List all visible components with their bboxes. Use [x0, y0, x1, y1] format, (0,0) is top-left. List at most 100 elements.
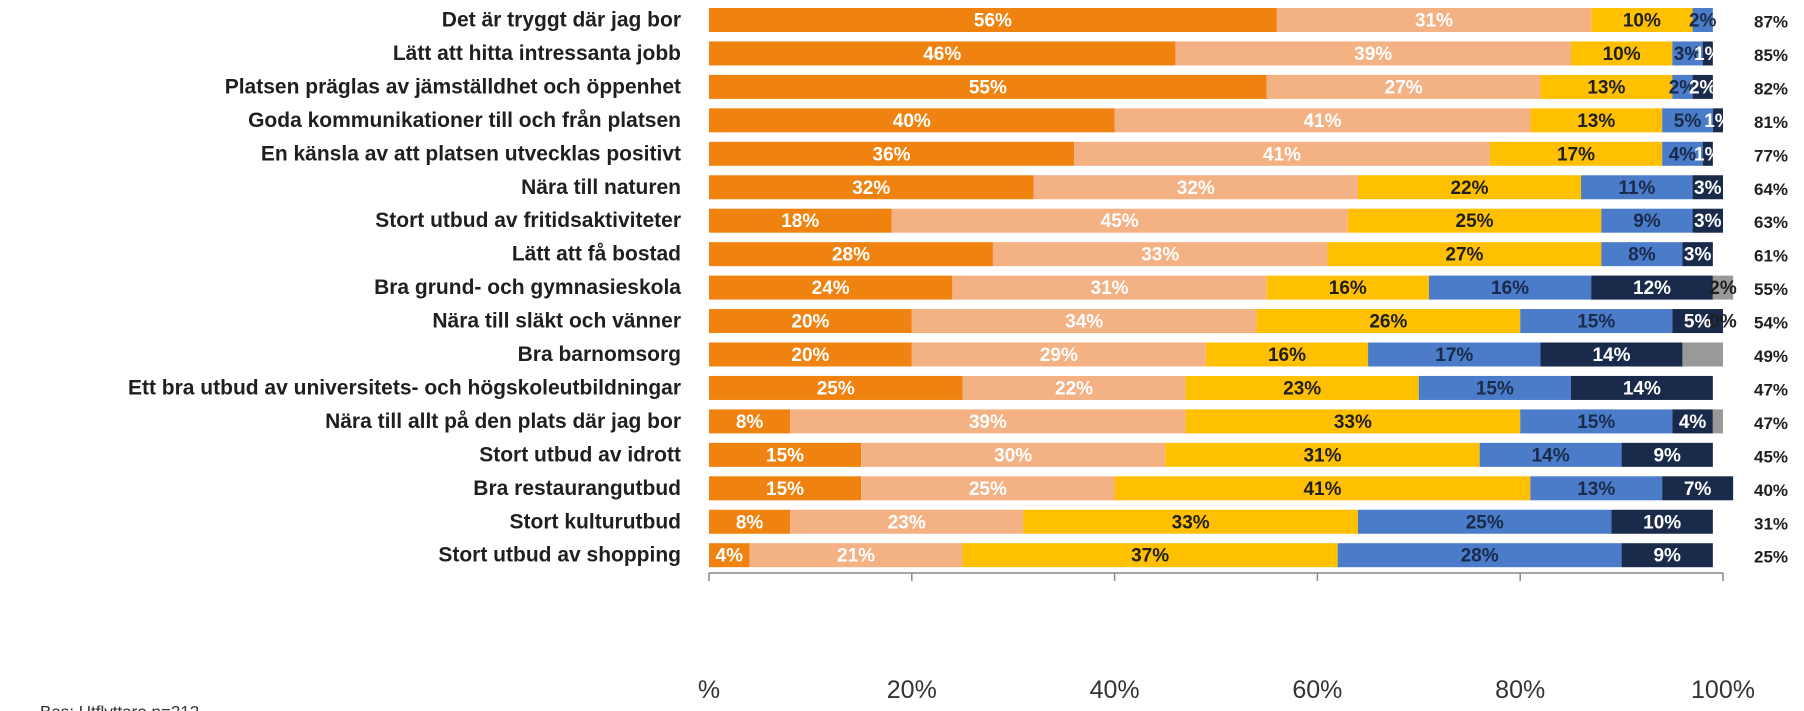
data-label: 21%: [837, 546, 875, 567]
data-label: 8%: [1628, 245, 1656, 266]
bar-segment: [1611, 509, 1713, 534]
data-label: 22%: [1055, 378, 1093, 399]
data-label: 25%: [1466, 512, 1504, 533]
bar-segment: [1418, 375, 1571, 400]
bar-segment: [1368, 342, 1541, 367]
data-label: 31%: [1091, 278, 1129, 299]
category-label: Stort utbud av idrott: [479, 443, 681, 466]
bar-segment: [1581, 175, 1693, 200]
data-label: 32%: [852, 178, 890, 199]
data-label: 14%: [1532, 445, 1570, 466]
data-label: 34%: [1065, 312, 1103, 333]
category-label: Platsen präglas av jämställdhet och öppe…: [225, 75, 681, 98]
data-label: 3%: [1694, 211, 1722, 232]
data-label: 28%: [832, 245, 870, 266]
data-label: 27%: [1445, 245, 1483, 266]
bar-segment: [1672, 409, 1713, 434]
bar-segment: [1570, 41, 1673, 66]
x-tick-label: %: [698, 676, 720, 704]
category-label: En känsla av att platsen utvecklas posit…: [261, 142, 681, 165]
bar-segment: [1692, 8, 1713, 32]
bar-segment: [1662, 108, 1713, 133]
data-label: 39%: [969, 412, 1007, 433]
bar-segment: [1591, 8, 1693, 32]
data-label: 3%: [1684, 245, 1712, 266]
bar-segment: [709, 8, 1277, 32]
data-label: 36%: [873, 144, 911, 165]
bar-segment: [1175, 41, 1571, 66]
data-label: 28%: [1461, 546, 1499, 567]
data-label: 37%: [1131, 546, 1169, 567]
data-label: 33%: [1141, 245, 1179, 266]
bar-segment: [709, 476, 862, 501]
bar-segment: [1185, 375, 1419, 400]
data-label: 39%: [1354, 44, 1392, 65]
data-label: 24%: [812, 278, 850, 299]
bar-segment: [1530, 108, 1663, 133]
category-label: Nära till naturen: [521, 176, 681, 199]
x-tick-label: 40%: [1090, 676, 1140, 704]
bar-segment: [709, 342, 912, 367]
bar-segment: [952, 275, 1267, 300]
category-label: Stort utbud av fritidsaktiviteter: [375, 209, 681, 232]
bar-segment: [709, 175, 1034, 200]
total-label: 55%: [1754, 280, 1788, 299]
bar-segment: [962, 375, 1186, 400]
bar-segment: [1114, 108, 1531, 133]
data-label: 8%: [736, 412, 764, 433]
data-label: 13%: [1577, 479, 1615, 500]
data-label: 27%: [1385, 77, 1423, 98]
data-label: 46%: [923, 44, 961, 65]
data-label: 5%: [1674, 111, 1702, 132]
bar-segment: [1570, 375, 1713, 400]
bar-segment: [1682, 242, 1713, 267]
bar-segment: [709, 242, 993, 267]
total-label: 40%: [1754, 481, 1788, 500]
data-label: 4%: [716, 546, 744, 567]
data-label: 9%: [1653, 546, 1681, 567]
bar-segment: [1479, 442, 1622, 467]
bar-segment: [1276, 8, 1592, 32]
bar-segment: [1692, 208, 1723, 233]
data-label: 41%: [1303, 111, 1341, 132]
data-label: 9%: [1653, 445, 1681, 466]
bar-segment: [709, 409, 791, 434]
bar-segment: [1621, 543, 1713, 568]
bar-segment: [1702, 141, 1713, 166]
data-label: 20%: [791, 345, 829, 366]
bar-segment: [1662, 476, 1734, 501]
bar-segment: [1114, 476, 1531, 501]
bar-segment: [1692, 74, 1713, 99]
bar-segment: [1266, 74, 1541, 99]
data-label: 3%: [1694, 178, 1722, 199]
data-label: 41%: [1303, 479, 1341, 500]
category-label: Stort kulturutbud: [510, 510, 681, 533]
note: Bas: Utflyttare n=212: [40, 703, 199, 711]
category-label: Det är tryggt där jag bor: [442, 9, 681, 32]
bar-segment: [709, 141, 1075, 166]
data-label: 15%: [766, 445, 804, 466]
bar-segment: [1185, 409, 1521, 434]
total-label: 87%: [1754, 13, 1788, 32]
data-label: 18%: [781, 211, 819, 232]
x-tick-label: 80%: [1495, 676, 1545, 704]
data-label: 40%: [893, 111, 931, 132]
bar-segment: [1672, 41, 1703, 66]
data-label: 55%: [969, 77, 1007, 98]
bar-segment: [1692, 175, 1723, 200]
total-label: 81%: [1754, 113, 1788, 132]
x-tick-label: 60%: [1292, 676, 1342, 704]
data-label: 45%: [1101, 211, 1139, 232]
x-tick-label: 20%: [887, 676, 937, 704]
bar-segment: [709, 442, 862, 467]
bar-segment: [1357, 175, 1582, 200]
data-label: 10%: [1603, 44, 1641, 65]
data-label: 16%: [1329, 278, 1367, 299]
bar-segment: [1712, 275, 1734, 300]
data-label: 13%: [1577, 111, 1615, 132]
bar-segment: [790, 509, 1024, 534]
bar-segment: [709, 208, 892, 233]
category-label: Stort utbud av shopping: [438, 544, 681, 567]
bar-segment: [911, 309, 1257, 334]
